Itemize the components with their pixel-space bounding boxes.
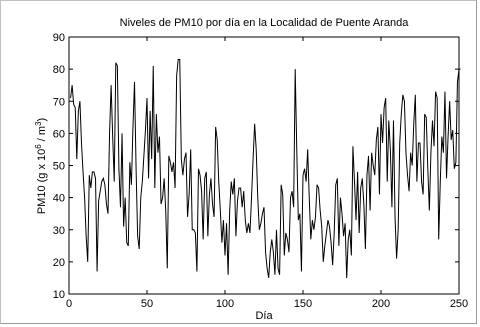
- x-axis-ticks: 0 50 100 150 200 250: [66, 37, 468, 310]
- y-tick-label: 10: [53, 289, 65, 301]
- y-tick-label: 70: [53, 96, 65, 108]
- y-tick-label: 40: [53, 193, 65, 205]
- x-tick-label: 250: [450, 298, 468, 310]
- y-axis-title-main: PM10 (g x 10: [36, 149, 48, 214]
- x-tick-label: 50: [141, 298, 153, 310]
- y-tick-label: 20: [53, 257, 65, 269]
- chart-title: Niveles de PM10 por día en la Localidad …: [120, 17, 410, 29]
- y-tick-label: 50: [53, 161, 65, 173]
- y-tick-label: 60: [53, 128, 65, 140]
- x-axis-title: Día: [255, 310, 273, 322]
- y-axis-ticks: 10 20 30 40 50 60 70 80 90: [53, 32, 459, 301]
- plot-area: [68, 36, 460, 295]
- y-axis-title-exponent: 6: [34, 144, 43, 149]
- y-axis-title-middle: / m: [36, 126, 48, 144]
- y-axis-title-end: ): [36, 118, 48, 122]
- y-tick-label: 80: [53, 64, 65, 76]
- y-tick-label: 90: [53, 32, 65, 44]
- x-tick-label: 100: [216, 298, 234, 310]
- y-tick-label: 30: [53, 225, 65, 237]
- series-line-pm10: [70, 58, 461, 279]
- x-tick-label: 200: [372, 298, 390, 310]
- x-tick-label: 150: [294, 298, 312, 310]
- y-axis-title: PM10 (g x 106 / m3): [34, 118, 48, 214]
- y-axis-title-exponent-2: 3: [34, 121, 43, 126]
- x-tick-label: 0: [66, 298, 72, 310]
